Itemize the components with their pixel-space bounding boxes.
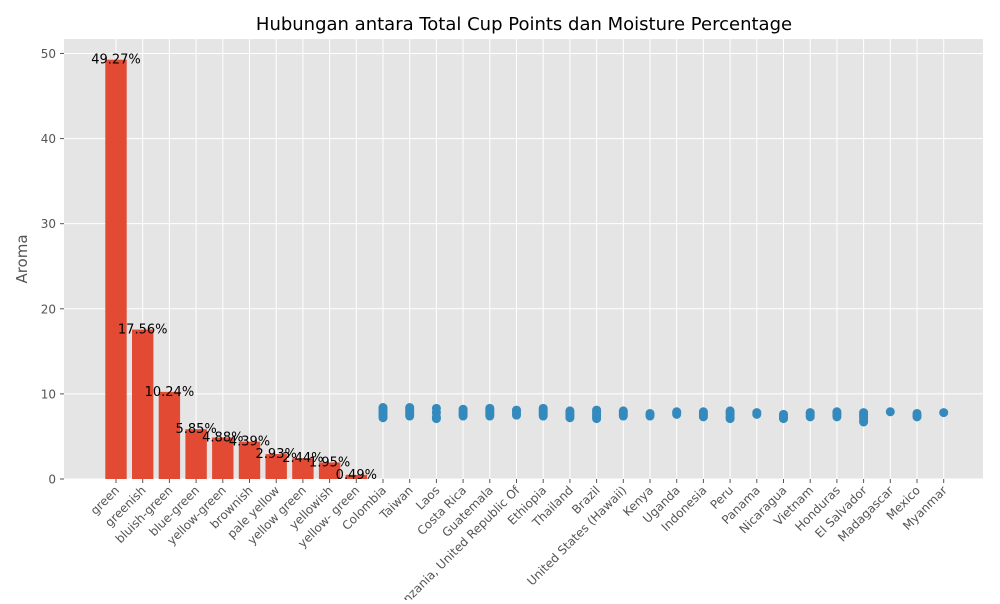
bar	[105, 59, 127, 480]
bar-value-label: 5.85%	[175, 422, 216, 437]
bar-value-label: 0.49%	[336, 468, 377, 483]
y-tick-label: 50	[41, 47, 56, 61]
y-tick-label: 10	[41, 387, 56, 401]
bar-value-label: 1.95%	[309, 455, 350, 470]
bar	[265, 454, 287, 479]
bar-value-label: 17.56%	[118, 323, 168, 338]
scatter-point	[378, 403, 388, 413]
scatter-series	[378, 403, 949, 427]
scatter-point	[912, 408, 922, 418]
bar	[212, 437, 234, 479]
bar-value-label: 2.44%	[282, 451, 323, 466]
scatter-point	[832, 407, 842, 417]
y-tick-label: 40	[41, 132, 56, 146]
chart-title: Hubungan antara Total Cup Points dan Moi…	[256, 14, 792, 35]
bar	[238, 441, 261, 479]
y-axis-label: Aroma	[13, 234, 31, 283]
bar	[318, 462, 341, 479]
bar-value-labels: 49.27% 17.56% 10.24% 5.85%4.88%4.39%2.93%2.…	[91, 53, 377, 483]
scatter-point	[672, 407, 682, 417]
plot-area	[64, 39, 983, 479]
bar-value-label: 4.39%	[229, 435, 270, 450]
bar-series	[105, 59, 367, 480]
scatter-point	[645, 408, 655, 418]
bar	[132, 329, 154, 479]
bar-value-label: 10.24%	[145, 385, 195, 400]
bar-value-label: 49.27%	[91, 53, 141, 68]
bar-value-label: 2.93%	[256, 447, 297, 462]
scatter-point	[779, 409, 788, 419]
scatter-point	[512, 405, 521, 415]
bar-value-label: 4.88%	[202, 430, 243, 445]
scatter-point	[565, 406, 575, 416]
scatter-point	[592, 405, 602, 415]
y-axis-ticks: 0 10 20 30 40 50	[41, 47, 64, 487]
scatter-point	[725, 406, 735, 416]
scatter-point	[485, 403, 495, 413]
bar	[185, 429, 207, 479]
scatter-point	[698, 407, 708, 417]
y-tick-label: 0	[48, 473, 56, 487]
bar	[345, 474, 367, 479]
y-tick-label: 20	[41, 302, 56, 316]
scatter-point	[752, 408, 762, 418]
scatter-point	[431, 403, 441, 413]
scatter-point	[618, 406, 628, 416]
scatter-point	[458, 404, 468, 414]
scatter-point	[538, 403, 548, 413]
bar	[158, 391, 181, 479]
scatter-point	[885, 407, 895, 417]
x-axis-ticks: greengreenishbluish-greenblue-greenyello…	[88, 479, 950, 604]
bar	[292, 458, 314, 479]
scatter-point	[939, 408, 949, 418]
scatter-point	[805, 408, 815, 418]
y-tick-label: 30	[41, 217, 56, 231]
scatter-point	[859, 408, 869, 418]
scatter-point	[405, 403, 415, 413]
